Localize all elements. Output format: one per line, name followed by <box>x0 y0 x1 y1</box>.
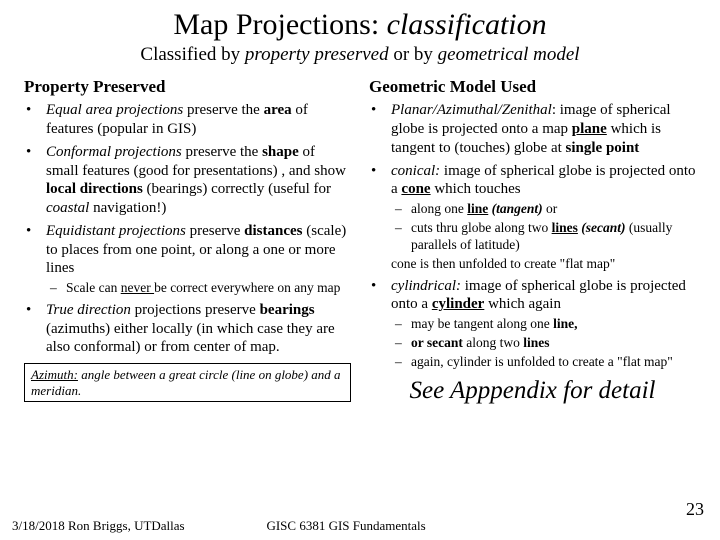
left-bullet-1: Equal area projections preserve the area… <box>24 101 351 139</box>
title-text-a: Map Projections: <box>173 8 386 41</box>
appendix-note: See Apppendix for detail <box>369 375 696 406</box>
left-bullet-3-sub: Scale can never be correct everywhere on… <box>46 280 351 297</box>
azimuth-note: Azimuth: angle between a great circle (l… <box>24 363 351 402</box>
lb1a: Equal area projections <box>46 102 183 118</box>
note-b: angle between a great circle (line on gl… <box>31 367 341 398</box>
right-bullet-2: conical: image of spherical globe is pro… <box>369 162 696 273</box>
rb3s1a: may be tangent along one <box>411 316 553 331</box>
rb2s2a: cuts thru globe along two <box>411 220 552 235</box>
lb2h: navigation!) <box>89 200 166 216</box>
rb3s3: again, cylinder is unfolded to create a … <box>391 354 696 371</box>
rb2s1b: line <box>467 201 488 216</box>
rb3a: cylindrical: <box>391 278 461 294</box>
rb2s2c: (secant) <box>578 220 626 235</box>
lb3s1u: never <box>121 280 154 295</box>
left-bullet-4: True direction projections preserve bear… <box>24 301 351 357</box>
rb2a: conical: <box>391 163 440 179</box>
right-bullet-3: cylindrical: image of spherical globe is… <box>369 277 696 371</box>
lb4a: True direction <box>46 302 131 318</box>
footer: 3/18/2018 Ron Briggs, UTDallas GISC 6381… <box>12 518 708 534</box>
subtitle-c: or by <box>389 44 438 65</box>
lb2b: preserve the <box>182 144 262 160</box>
rb1a: Planar/Azimuthal/Zenithal <box>391 102 552 118</box>
rb3s1b: line, <box>553 316 577 331</box>
right-bullets: Planar/Azimuthal/Zenithal: image of sphe… <box>369 101 696 370</box>
note-a: Azimuth: <box>31 367 78 382</box>
rb2s1d: or <box>543 201 558 216</box>
lb3b: preserve <box>186 223 244 239</box>
columns: Property Preserved Equal area projection… <box>24 76 696 406</box>
lb3s1: Scale can <box>66 280 121 295</box>
rb2d: which touches <box>431 181 521 197</box>
rb3c: cylinder <box>432 296 485 312</box>
lb2f: (bearings) correctly (useful for <box>143 181 331 197</box>
lb2e: local directions <box>46 181 143 197</box>
lb2a: Conformal projections <box>46 144 182 160</box>
lb1c: area <box>264 102 292 118</box>
lb4d: (azimuths) either locally (in which case… <box>46 321 335 356</box>
rb3s2: or secant along two lines <box>391 335 696 352</box>
lb4b: projections preserve <box>131 302 260 318</box>
subtitle-a: Classified by <box>140 44 245 65</box>
lb4c: bearings <box>260 302 315 318</box>
rb3s2a: or secant <box>411 335 463 350</box>
rb2s1a: along one <box>411 201 467 216</box>
lb3s2: be correct everywhere on any map <box>154 280 340 295</box>
rb1e: single point <box>566 140 640 156</box>
title-text-b: classification <box>387 8 547 41</box>
lb1b: preserve the <box>183 102 263 118</box>
subtitle-b: property preserved <box>245 44 389 65</box>
lb3a: Equidistant projections <box>46 223 186 239</box>
rb3d: which again <box>484 296 561 312</box>
rb2s2: cuts thru globe along two lines (secant)… <box>391 220 696 254</box>
rb2s1: along one line (tangent) or <box>391 201 696 218</box>
lb2g: coastal <box>46 200 89 216</box>
right-heading: Geometric Model Used <box>369 76 696 97</box>
slide: Map Projections: classification Classifi… <box>0 0 720 406</box>
rb3s2c: lines <box>523 335 549 350</box>
left-bullets: Equal area projections preserve the area… <box>24 101 351 357</box>
left-column: Property Preserved Equal area projection… <box>24 76 351 406</box>
footer-left: 3/18/2018 Ron Briggs, UTDallas <box>12 518 185 534</box>
left-bullet-2: Conformal projections preserve the shape… <box>24 143 351 218</box>
slide-title: Map Projections: classification <box>24 8 696 42</box>
right-bullet-2-sub: along one line (tangent) or cuts thru gl… <box>391 201 696 254</box>
left-bullet-3: Equidistant projections preserve distanc… <box>24 222 351 297</box>
rb3s2b: along two <box>463 335 523 350</box>
lb3sub: Scale can never be correct everywhere on… <box>46 280 351 297</box>
subtitle-d: geometrical model <box>438 44 580 65</box>
right-column: Geometric Model Used Planar/Azimuthal/Ze… <box>369 76 696 406</box>
lb3c: distances <box>244 223 302 239</box>
lb2c: shape <box>262 144 299 160</box>
rb3s1: may be tangent along one line, <box>391 316 696 333</box>
rb2s2b: lines <box>552 220 578 235</box>
footer-center: GISC 6381 GIS Fundamentals <box>266 518 425 534</box>
rb2c: cone <box>401 181 430 197</box>
left-heading: Property Preserved <box>24 76 351 97</box>
rb2s1c: (tangent) <box>488 201 542 216</box>
page-number: 23 <box>686 499 704 520</box>
right-bullet-1: Planar/Azimuthal/Zenithal: image of sphe… <box>369 101 696 157</box>
rb2trail: cone is then unfolded to create "flat ma… <box>391 256 696 273</box>
slide-subtitle: Classified by property preserved or by g… <box>24 44 696 66</box>
rb1c: plane <box>572 121 607 137</box>
right-bullet-3-sub: may be tangent along one line, or secant… <box>391 316 696 371</box>
